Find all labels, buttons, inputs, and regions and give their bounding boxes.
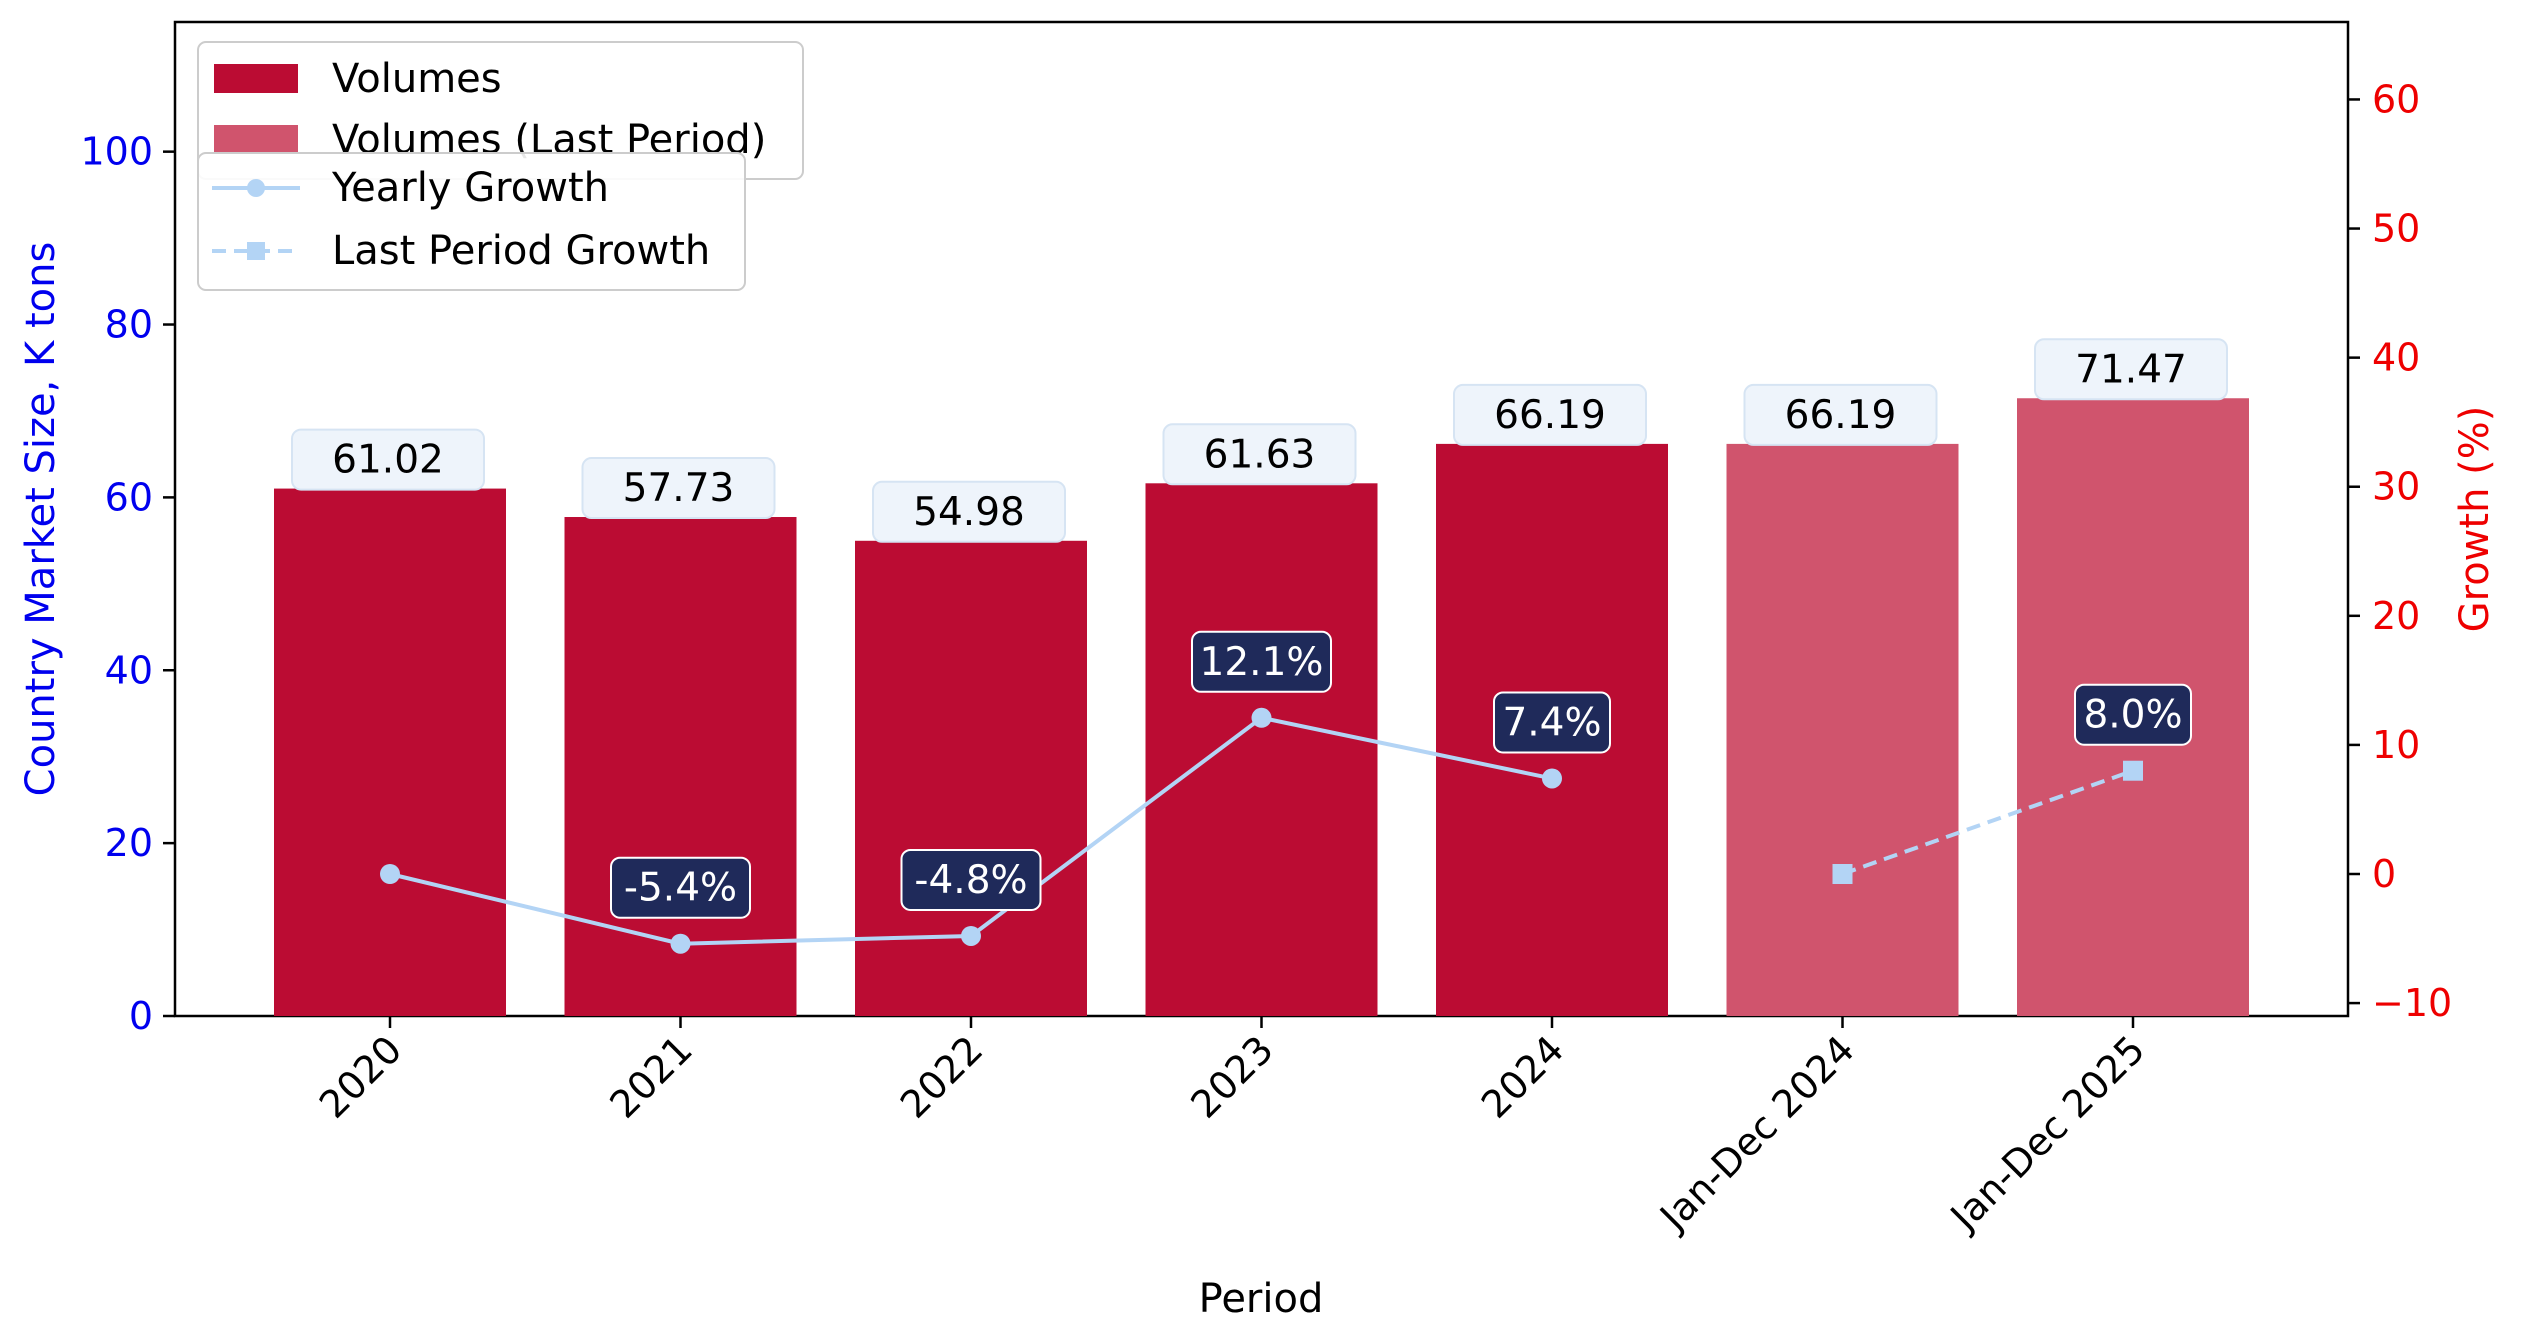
- growth-point-marker: [1251, 707, 1272, 728]
- bar-value-label-box: [1162, 423, 1357, 486]
- growth-value-label: 7.4%: [1502, 700, 1601, 745]
- y-axis-left: 0 20 40 60 80 100: [80, 130, 175, 1038]
- growth-point-marker: [1832, 864, 1853, 884]
- y2-tick-label: 20: [2372, 594, 2420, 638]
- growth-point-marker: [961, 925, 981, 946]
- legend-marker-last-period-growth: [247, 242, 265, 260]
- growth-value-label-box: [900, 848, 1042, 911]
- y2-tick-label: −10: [2372, 981, 2452, 1025]
- growth-value-label-box: [2074, 683, 2192, 746]
- y-tick-label: 20: [105, 821, 153, 865]
- y-tick-label: 80: [105, 303, 153, 347]
- growth-point-marker: [670, 933, 691, 954]
- growth-value-label-box: [1493, 691, 1611, 754]
- bar: [564, 517, 797, 1016]
- growth-value-label: -4.8%: [914, 858, 1027, 903]
- legend-swatch-volumes: [214, 64, 298, 93]
- legend-label-last-period-growth: Last Period Growth: [332, 228, 710, 274]
- x-tick-label: Jan-Dec 2025: [1941, 1027, 2154, 1240]
- growth-point-marker: [1542, 768, 1562, 789]
- legend-swatch-volumes-last: [214, 125, 298, 154]
- y-tick-label: 0: [129, 994, 153, 1038]
- bar-value-label-box: [1743, 383, 1938, 446]
- x-axis: 2020 2021 2022 2023 2024 Jan-Dec 2024 Jan-Dec …: [311, 1016, 2154, 1240]
- bar-value-label: 54.98: [913, 490, 1025, 535]
- growth-value-label-box: [1191, 630, 1332, 693]
- y2-tick-label: 40: [2372, 336, 2420, 380]
- y-tick-label: 60: [105, 475, 153, 519]
- bar-value-label: 61.63: [1204, 432, 1316, 477]
- growth-value-label: -5.4%: [624, 866, 737, 911]
- y2-axis-title: Growth (%): [2452, 406, 2498, 633]
- bar-value-label-box: [291, 428, 485, 491]
- y2-tick-label: 30: [2372, 465, 2420, 509]
- y-axis-title: Country Market Size, K tons: [18, 242, 64, 797]
- bar-value-label-box: [2034, 338, 2228, 401]
- bar: [274, 488, 506, 1016]
- y2-tick-label: 0: [2372, 852, 2396, 896]
- bar-value-label: 61.02: [332, 438, 444, 483]
- growth-value-label: 12.1%: [1200, 640, 1324, 685]
- growth-value-label: 8.0%: [2083, 693, 2182, 738]
- y2-tick-label: 10: [2372, 723, 2420, 767]
- legend-box: [197, 152, 746, 291]
- bar-value-label: 57.73: [623, 466, 735, 511]
- y-tick-label: 100: [80, 130, 153, 174]
- growth-point-marker: [2123, 760, 2143, 781]
- bar-value-label: 71.47: [2075, 347, 2187, 392]
- x-tick-label: 2022: [892, 1027, 992, 1127]
- growth-value-label-box: [610, 856, 751, 919]
- bar: [1726, 443, 1959, 1016]
- y2-tick-label: 60: [2372, 77, 2420, 121]
- x-tick-label: 2021: [601, 1027, 701, 1127]
- growth-point-marker: [380, 864, 400, 884]
- bar-value-label-box: [872, 480, 1066, 543]
- y-axis-right: −10 0 10 20 30 40 50 60: [2348, 77, 2452, 1025]
- x-axis-title: Period: [1199, 1276, 1324, 1322]
- x-tick-label: 2023: [1182, 1027, 1282, 1127]
- x-tick-label: 2020: [311, 1027, 411, 1127]
- x-tick-label: 2024: [1473, 1027, 1573, 1127]
- legend-growth: Yearly Growth Last Period Growth: [197, 152, 746, 291]
- legend-label-yearly-growth: Yearly Growth: [331, 165, 609, 211]
- bar-value-label-box: [1453, 383, 1647, 446]
- legend-marker-yearly-growth: [247, 179, 265, 197]
- y-tick-label: 40: [105, 648, 153, 692]
- growth-lines-layer: [380, 707, 2143, 954]
- data-labels-layer: 61.02 57.73 54.98 61.63 66.19 66.19 71.47 -5.4%…: [291, 338, 2228, 919]
- bar-value-label-box: [581, 457, 776, 520]
- bar: [1145, 483, 1378, 1016]
- bars-layer: [274, 398, 2249, 1016]
- bar-value-label: 66.19: [1494, 393, 1606, 438]
- bar-value-label: 66.19: [1785, 393, 1897, 438]
- x-tick-label: Jan-Dec 2024: [1650, 1027, 1863, 1240]
- last-period-growth-line: [1841, 768, 2134, 876]
- legend-label-volumes: Volumes: [332, 56, 502, 102]
- y2-tick-label: 50: [2372, 207, 2420, 251]
